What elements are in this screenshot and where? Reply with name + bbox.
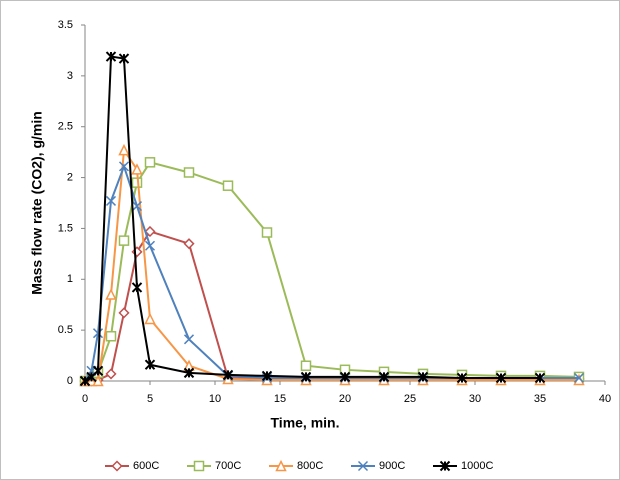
marker — [573, 372, 585, 383]
marker — [105, 330, 117, 342]
x-tick-label: 20 — [339, 393, 351, 405]
marker — [183, 238, 195, 250]
marker — [118, 161, 130, 172]
marker — [222, 180, 234, 191]
x-tick-label: 35 — [534, 393, 546, 405]
marker — [118, 235, 130, 246]
marker — [183, 334, 195, 345]
marker — [261, 370, 273, 382]
marker — [105, 195, 117, 206]
marker — [118, 53, 130, 64]
y-tick-label: 1.5 — [58, 222, 73, 234]
legend-marker — [193, 460, 205, 472]
marker — [105, 368, 117, 380]
legend-label: 800C — [297, 460, 323, 472]
y-tick-label: 3 — [67, 70, 73, 82]
legend-label: 700C — [215, 460, 241, 472]
x-tick-label: 0 — [82, 393, 88, 405]
marker — [131, 201, 143, 212]
marker — [222, 369, 234, 381]
marker — [92, 328, 104, 339]
marker — [144, 225, 156, 238]
legend-marker — [111, 460, 123, 472]
legend-label: 1000C — [461, 460, 493, 472]
marker — [144, 240, 156, 251]
y-tick-label: 0.5 — [58, 324, 73, 336]
marker — [183, 167, 195, 178]
legend-label: 600C — [133, 460, 159, 472]
series-line — [85, 147, 579, 382]
legend-label: 900C — [379, 460, 405, 472]
x-tick-label: 5 — [147, 393, 153, 405]
marker — [144, 157, 156, 168]
marker — [417, 371, 429, 383]
marker — [118, 307, 130, 319]
legend-marker — [439, 460, 451, 472]
legend-marker — [275, 459, 287, 472]
marker — [105, 51, 117, 62]
marker — [495, 372, 507, 384]
marker — [456, 372, 468, 384]
x-tick-label: 40 — [599, 393, 611, 405]
y-tick-label: 1 — [67, 273, 73, 285]
x-axis-label: Time, min. — [271, 415, 340, 431]
marker — [144, 359, 156, 370]
y-tick-label: 2 — [67, 171, 73, 183]
x-tick-label: 30 — [469, 393, 481, 405]
marker — [378, 371, 390, 383]
marker — [261, 227, 273, 238]
marker — [300, 371, 312, 383]
marker — [79, 375, 91, 387]
marker — [339, 371, 351, 383]
marker — [118, 143, 130, 156]
x-tick-label: 25 — [404, 393, 416, 405]
marker — [300, 360, 312, 371]
x-tick-label: 10 — [209, 393, 221, 405]
marker — [105, 288, 117, 300]
marker — [534, 372, 546, 384]
y-axis-label: Mass flow rate (CO2), g/min — [29, 111, 45, 295]
marker — [144, 312, 156, 325]
legend-marker — [357, 460, 369, 472]
marker — [183, 367, 195, 379]
series-line — [84, 161, 580, 382]
y-tick-label: 2.5 — [58, 121, 73, 133]
marker — [131, 282, 143, 293]
marker — [92, 365, 104, 377]
y-tick-label: 3.5 — [58, 19, 73, 31]
marker — [131, 163, 143, 175]
x-tick-label: 15 — [274, 393, 286, 405]
y-tick-label: 0 — [67, 375, 73, 387]
